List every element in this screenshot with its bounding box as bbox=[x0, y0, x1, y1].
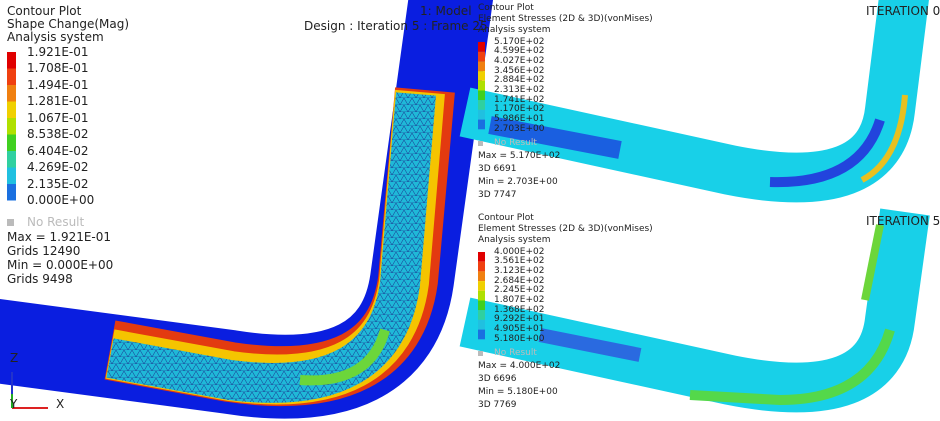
stat: Grids 12490 bbox=[7, 244, 81, 258]
legend-value: 2.135E-02 bbox=[27, 176, 89, 191]
stat: 3D 6696 bbox=[478, 374, 517, 384]
axis-z: Z bbox=[10, 351, 19, 365]
legend-swatch bbox=[478, 310, 485, 320]
legend-swatch bbox=[478, 300, 485, 311]
legend-swatch bbox=[7, 184, 16, 201]
legend-swatch bbox=[7, 85, 16, 102]
legend-value: 4.027E+02 bbox=[494, 55, 545, 66]
stat: Max = 4.000E+02 bbox=[478, 361, 561, 371]
legend-swatch bbox=[7, 151, 16, 168]
legend-swatch bbox=[478, 100, 485, 110]
legend-value: 2.684E+02 bbox=[494, 275, 545, 286]
legend-value: 3.561E+02 bbox=[494, 256, 545, 267]
plot-title: Contour Plot bbox=[7, 4, 82, 18]
legend-swatch bbox=[478, 271, 485, 282]
stat: 3D 7769 bbox=[478, 400, 517, 410]
system-name: Analysis system bbox=[478, 235, 551, 245]
axis-y: Y bbox=[10, 397, 18, 411]
axis-x: X bbox=[56, 397, 65, 411]
legend-value: 0.000E+00 bbox=[27, 193, 95, 207]
model-label: 1: Model bbox=[420, 4, 472, 18]
legend-swatch bbox=[478, 319, 485, 330]
stat: Max = 1.921E-01 bbox=[7, 230, 112, 244]
bottom-right-model bbox=[459, 208, 930, 413]
legend-value: 2.703E+00 bbox=[494, 123, 545, 134]
stat: 3D 7747 bbox=[478, 190, 517, 200]
no-result: No Result bbox=[494, 348, 537, 358]
legend-value: 2.884E+02 bbox=[494, 75, 545, 86]
legend-value: 1.741E+02 bbox=[494, 94, 545, 105]
legend-swatch bbox=[7, 134, 16, 151]
legend-value: 1.494E-01 bbox=[27, 77, 89, 92]
legend-swatch bbox=[7, 52, 16, 69]
legend-swatch bbox=[478, 51, 485, 62]
legend-value: 4.269E-02 bbox=[27, 160, 89, 174]
top-right-model bbox=[459, 0, 929, 203]
legend-swatch bbox=[478, 290, 485, 301]
triad bbox=[11, 372, 48, 409]
legend-value: 2.245E+02 bbox=[494, 285, 545, 296]
stat: Min = 0.000E+00 bbox=[7, 258, 114, 272]
legend-value: 4.599E+02 bbox=[494, 46, 545, 57]
result-type: Element Stresses (2D & 3D)(vonMises) bbox=[478, 224, 653, 234]
legend-swatch bbox=[478, 261, 485, 272]
no-result-swatch bbox=[478, 351, 483, 356]
legend-swatch bbox=[7, 68, 16, 85]
legend-value: 4.000E+02 bbox=[494, 246, 545, 257]
iteration-label: ITERATION 5 bbox=[866, 214, 940, 228]
stat: Min = 2.703E+00 bbox=[478, 177, 558, 187]
legend-value: 1.368E+02 bbox=[494, 304, 545, 315]
legend-swatch bbox=[478, 90, 485, 101]
legend-swatch bbox=[478, 329, 485, 340]
stat: Max = 5.170E+02 bbox=[478, 151, 561, 161]
legend-value: 3.456E+02 bbox=[494, 65, 545, 76]
no-result: No Result bbox=[27, 215, 85, 229]
stat: Min = 5.180E+00 bbox=[478, 387, 558, 397]
legend-value: 1.281E-01 bbox=[27, 94, 89, 108]
legend-swatch bbox=[478, 252, 485, 262]
plot-title: Contour Plot bbox=[478, 3, 534, 13]
stat: Grids 9498 bbox=[7, 272, 73, 286]
system-name: Analysis system bbox=[7, 30, 104, 44]
legend-value: 4.905E+01 bbox=[494, 324, 545, 335]
legend-value: 5.986E+01 bbox=[494, 114, 545, 125]
legend-value: 3.123E+02 bbox=[494, 265, 545, 276]
legend-value: 9.292E+01 bbox=[494, 314, 545, 325]
legend-value: 1.170E+02 bbox=[494, 104, 545, 115]
legend-swatch bbox=[478, 109, 485, 120]
legend-swatch bbox=[478, 42, 485, 52]
legend-value: 1.807E+02 bbox=[494, 295, 545, 305]
legend-swatch bbox=[7, 118, 16, 135]
legend-value: 1.921E-01 bbox=[27, 44, 89, 59]
legend-swatch bbox=[478, 71, 485, 81]
stat: 3D 6691 bbox=[478, 164, 517, 174]
legend-swatch bbox=[478, 281, 485, 291]
result-type: Shape Change(Mag) bbox=[7, 17, 130, 31]
legend-swatch bbox=[7, 167, 16, 184]
left-model bbox=[0, 0, 494, 419]
legend-value: 6.404E-02 bbox=[27, 143, 89, 158]
legend-swatch bbox=[478, 119, 485, 130]
legend-swatch bbox=[478, 61, 485, 72]
design-label: Design : Iteration 5 : Frame 25 bbox=[304, 19, 488, 33]
legend-value: 5.170E+02 bbox=[494, 36, 545, 47]
no-result-swatch bbox=[7, 219, 14, 226]
legend-value: 5.180E+00 bbox=[494, 333, 545, 344]
no-result: No Result bbox=[494, 138, 537, 148]
result-type: Element Stresses (2D & 3D)(vonMises) bbox=[478, 14, 653, 24]
plot-title: Contour Plot bbox=[478, 213, 534, 223]
legend-value: 8.538E-02 bbox=[27, 127, 89, 141]
legend-swatch bbox=[478, 80, 485, 91]
legend-value: 2.313E+02 bbox=[494, 85, 545, 95]
legend-value: 1.708E-01 bbox=[27, 61, 89, 75]
no-result-swatch bbox=[478, 141, 483, 146]
legend-swatch bbox=[7, 101, 16, 118]
system-name: Analysis system bbox=[478, 25, 551, 35]
iteration-label: ITERATION 0 bbox=[866, 4, 940, 18]
legend-value: 1.067E-01 bbox=[27, 110, 89, 125]
